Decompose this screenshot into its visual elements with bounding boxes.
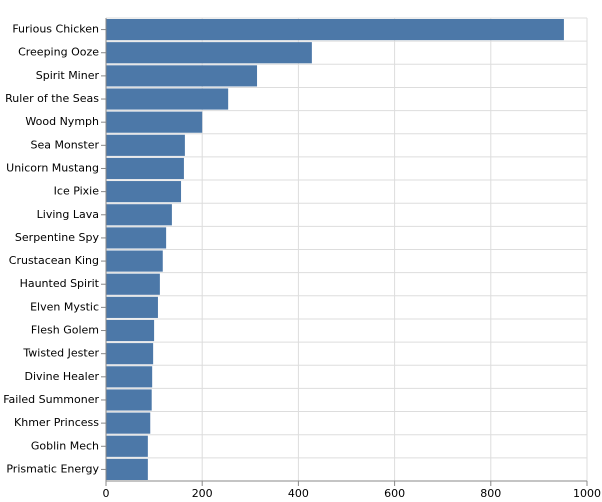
bar [106,458,148,480]
bar [106,181,182,203]
bar [106,412,151,434]
bar [106,134,185,156]
bar [106,273,160,295]
bar [106,319,155,342]
y-tick-label: Failed Summoner [3,393,99,406]
bar [106,111,203,133]
bar [106,157,184,180]
bar [106,389,152,411]
y-tick-label: Unicorn Mustang [6,161,99,174]
bar [106,250,163,272]
x-tick-label: 1000 [573,487,601,500]
bar [106,19,564,41]
y-tick-label: Goblin Mech [31,439,99,452]
bar [106,65,258,87]
y-tick-label: Flesh Golem [31,324,99,337]
y-tick-label: Ice Pixie [54,185,100,198]
y-tick-label: Khmer Princess [14,416,99,429]
x-tick-label: 400 [288,487,309,500]
y-tick-label: Ruler of the Seas [5,92,99,105]
y-tick-label: Wood Nymph [25,115,99,128]
y-tick-label: Living Lava [37,208,99,221]
y-tick-label: Haunted Spirit [20,277,100,290]
y-tick-label: Divine Healer [25,370,100,383]
bar [106,88,229,110]
y-tick-label: Serpentine Spy [15,231,100,244]
y-tick-label: Spirit Miner [36,69,100,82]
bar [106,296,158,318]
y-tick-label: Furious Chicken [12,23,99,36]
x-tick-label: 200 [192,487,213,500]
x-tick-label: 0 [103,487,110,500]
x-tick-label: 600 [384,487,405,500]
bar [106,435,148,457]
bar [106,204,172,226]
y-tick-label: Elven Mystic [30,300,99,313]
bar [106,343,154,365]
y-tick-label: Sea Monster [30,138,99,151]
y-tick-label: Crustacean King [9,254,99,267]
bar [106,227,167,249]
x-tick-label: 800 [480,487,501,500]
y-tick-label: Twisted Jester [22,347,99,360]
bar [106,366,153,388]
y-tick-label: Creeping Ooze [18,46,99,59]
y-tick-label: Prismatic Energy [6,462,99,475]
bar [106,42,312,64]
